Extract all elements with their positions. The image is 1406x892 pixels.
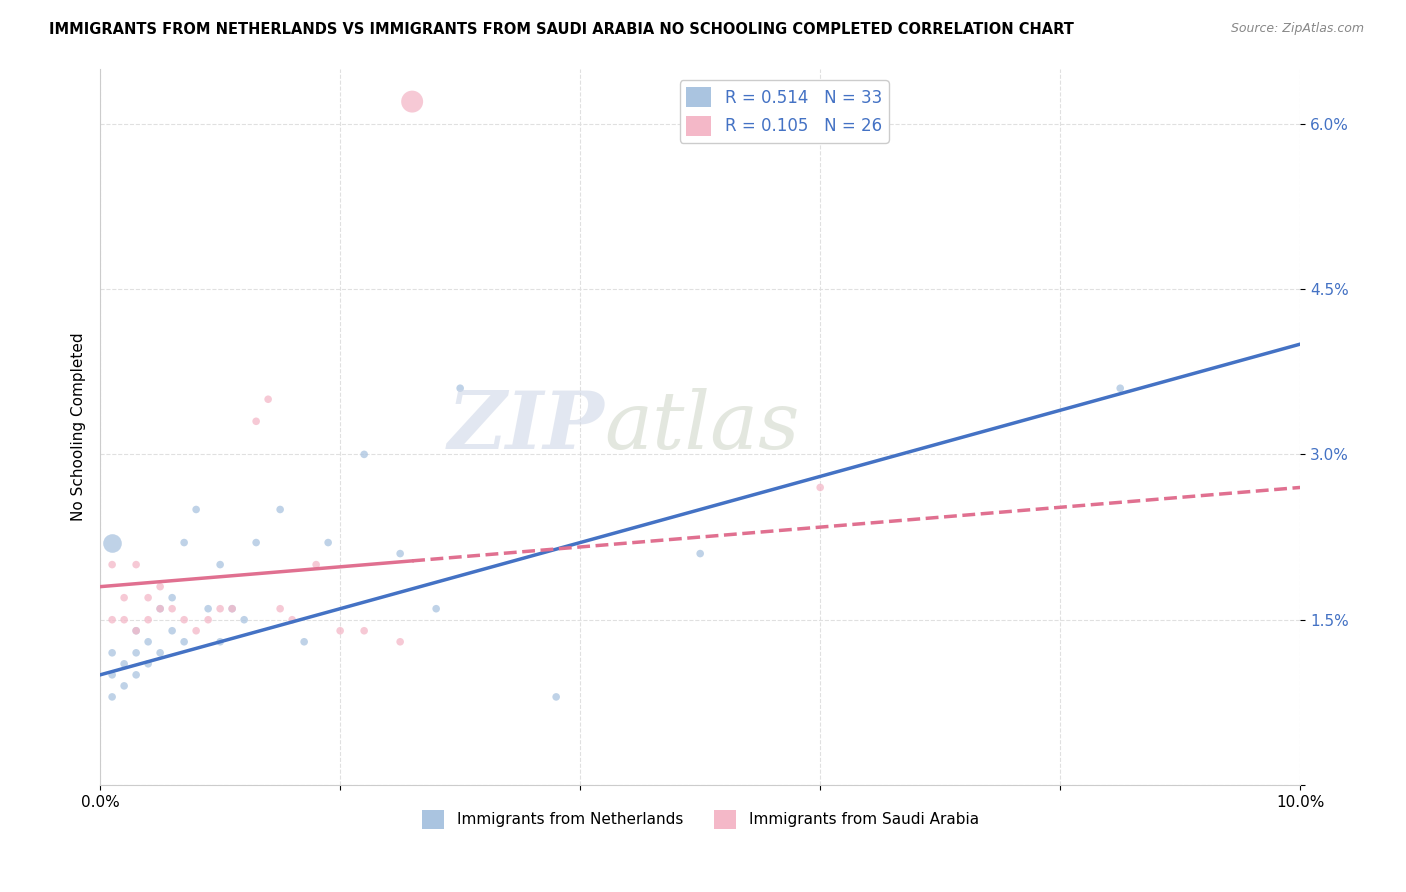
Point xyxy=(149,601,172,615)
Point xyxy=(173,634,195,648)
Point xyxy=(1109,381,1132,395)
Point xyxy=(112,657,135,671)
Point xyxy=(257,392,280,407)
Point xyxy=(546,690,568,704)
Point xyxy=(184,624,207,638)
Point xyxy=(209,558,232,572)
Point xyxy=(149,646,172,660)
Point xyxy=(136,613,159,627)
Point xyxy=(292,634,315,648)
Point xyxy=(125,624,148,638)
Point xyxy=(112,613,135,627)
Y-axis label: No Schooling Completed: No Schooling Completed xyxy=(72,333,86,521)
Text: ZIP: ZIP xyxy=(447,388,605,466)
Point xyxy=(329,624,352,638)
Point xyxy=(689,547,711,561)
Point xyxy=(449,381,471,395)
Point xyxy=(101,646,124,660)
Point xyxy=(112,591,135,605)
Text: atlas: atlas xyxy=(605,388,800,466)
Point xyxy=(184,502,207,516)
Point xyxy=(173,535,195,549)
Point xyxy=(209,634,232,648)
Point xyxy=(125,624,148,638)
Point xyxy=(808,480,831,494)
Point xyxy=(149,601,172,615)
Point xyxy=(136,634,159,648)
Point xyxy=(353,624,375,638)
Point xyxy=(389,547,412,561)
Text: IMMIGRANTS FROM NETHERLANDS VS IMMIGRANTS FROM SAUDI ARABIA NO SCHOOLING COMPLET: IMMIGRANTS FROM NETHERLANDS VS IMMIGRANT… xyxy=(49,22,1074,37)
Point xyxy=(197,613,219,627)
Point xyxy=(209,601,232,615)
Point xyxy=(245,535,267,549)
Point xyxy=(173,613,195,627)
Point xyxy=(101,690,124,704)
Legend: Immigrants from Netherlands, Immigrants from Saudi Arabia: Immigrants from Netherlands, Immigrants … xyxy=(415,804,986,835)
Point xyxy=(269,502,291,516)
Point xyxy=(125,646,148,660)
Point xyxy=(233,613,256,627)
Point xyxy=(136,657,159,671)
Point xyxy=(425,601,447,615)
Point xyxy=(101,535,124,549)
Point xyxy=(305,558,328,572)
Point xyxy=(316,535,339,549)
Point xyxy=(125,668,148,682)
Text: Source: ZipAtlas.com: Source: ZipAtlas.com xyxy=(1230,22,1364,36)
Point xyxy=(101,558,124,572)
Point xyxy=(101,668,124,682)
Point xyxy=(160,624,183,638)
Point xyxy=(221,601,243,615)
Point xyxy=(269,601,291,615)
Point xyxy=(281,613,304,627)
Point xyxy=(353,447,375,461)
Point xyxy=(197,601,219,615)
Point xyxy=(245,414,267,428)
Point xyxy=(160,601,183,615)
Point xyxy=(401,95,423,109)
Point xyxy=(112,679,135,693)
Point xyxy=(160,591,183,605)
Point xyxy=(101,613,124,627)
Point xyxy=(136,591,159,605)
Point xyxy=(149,580,172,594)
Point xyxy=(389,634,412,648)
Point xyxy=(221,601,243,615)
Point xyxy=(125,558,148,572)
